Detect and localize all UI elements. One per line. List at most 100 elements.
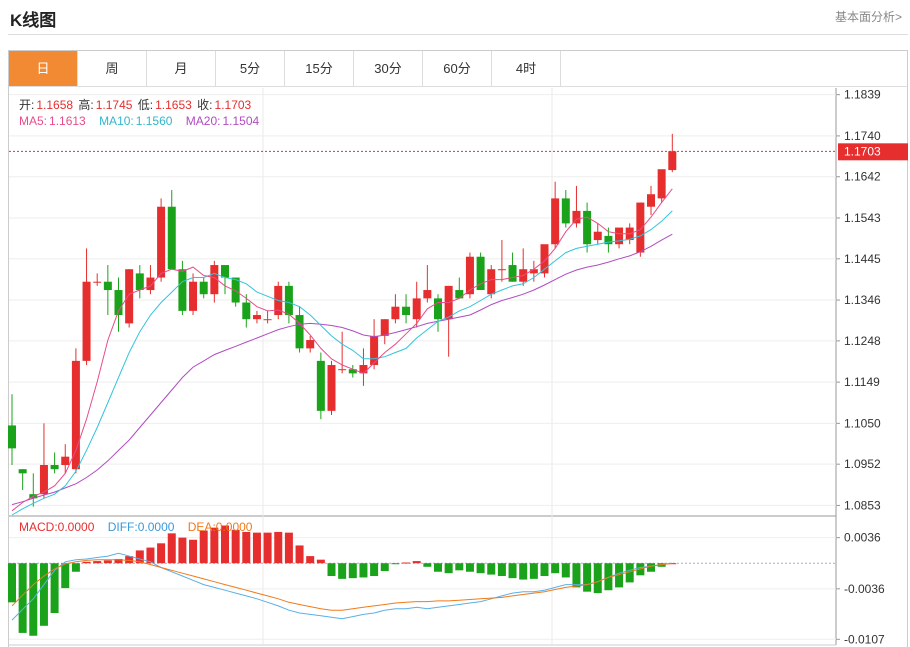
- macd-histogram-bar: [316, 559, 325, 564]
- macd-histogram-bar: [529, 563, 538, 579]
- price-tick-label: 1.1839: [844, 88, 881, 102]
- candle-body: [583, 210, 592, 245]
- macd-histogram-bar: [359, 563, 368, 578]
- macd-histogram-bar: [157, 543, 166, 564]
- macd-histogram-bar: [423, 563, 432, 567]
- tab-week[interactable]: 周: [78, 51, 147, 86]
- candle-body: [135, 273, 144, 291]
- candle-body: [167, 206, 176, 270]
- diff-line: [11, 552, 673, 621]
- close-value: 1.1703: [214, 98, 252, 112]
- candle-body: [348, 369, 357, 374]
- candle-body: [93, 281, 102, 283]
- macd-histogram-bar: [263, 532, 272, 564]
- macd-histogram-bar: [583, 563, 592, 592]
- high-label: 高:: [78, 98, 94, 112]
- period-tabs: 日 周 月 5分 15分 30分 60分 4时: [9, 51, 561, 86]
- candle-body: [593, 231, 602, 241]
- macd-histogram-bar: [327, 563, 336, 577]
- macd-histogram-bar: [103, 560, 112, 564]
- open-value: 1.1658: [36, 98, 74, 112]
- macd-tick-label: 0.0036: [844, 531, 881, 545]
- candle-body: [199, 281, 208, 295]
- candle-body: [327, 365, 336, 411]
- price-tick-label: 1.1050: [844, 416, 881, 430]
- macd-histogram-bar: [242, 531, 251, 564]
- candle-body: [540, 244, 549, 274]
- open-label: 开:: [19, 98, 35, 112]
- tab-4hour[interactable]: 4时: [492, 51, 561, 86]
- candle-body: [615, 227, 624, 245]
- candle-body: [359, 365, 368, 374]
- macd-histogram-bar: [444, 563, 453, 574]
- macd-histogram-bar: [125, 556, 134, 564]
- candle-body: [125, 269, 134, 324]
- macd-histogram-bar: [348, 563, 357, 579]
- ma20-value: 1.1504: [222, 114, 260, 128]
- macd-histogram-bar: [178, 537, 187, 564]
- candle-body: [189, 281, 198, 311]
- macd-histogram-bar: [551, 563, 560, 574]
- candle-body: [114, 290, 123, 316]
- candle-body: [476, 256, 485, 291]
- price-tick-label: 1.1445: [844, 252, 881, 266]
- candle-body: [370, 335, 379, 366]
- candle-body: [178, 269, 187, 311]
- macd-histogram-bar: [210, 527, 219, 564]
- ma5-label: MA5:: [19, 114, 48, 128]
- tab-60min[interactable]: 60分: [423, 51, 492, 86]
- ma20-label: MA20:: [185, 114, 221, 128]
- candle-body: [497, 269, 506, 271]
- candle-body: [231, 277, 240, 303]
- page-title: K线图: [10, 11, 57, 30]
- candle-body: [221, 265, 229, 278]
- macd-histogram-bar: [338, 563, 347, 579]
- price-tick-label: 1.0952: [844, 457, 881, 471]
- candle-body: [380, 319, 389, 336]
- macd-histogram-bar: [412, 561, 421, 564]
- macd-histogram-bar: [50, 563, 59, 613]
- macd-histogram-bar: [93, 561, 102, 564]
- candle-body: [572, 210, 581, 224]
- macd-histogram-bar: [455, 563, 464, 571]
- candle-body: [604, 235, 613, 245]
- candle-body: [551, 198, 560, 245]
- candle-body: [402, 306, 411, 316]
- macd-histogram-bar: [540, 563, 549, 577]
- candle-body: [668, 151, 677, 171]
- candle-body: [242, 302, 251, 320]
- tab-5min[interactable]: 5分: [216, 51, 285, 86]
- candle-body: [306, 340, 315, 349]
- price-tick-label: 1.1248: [844, 334, 881, 348]
- macd-histogram-bar: [8, 563, 16, 603]
- candle-body: [465, 256, 474, 295]
- macd-histogram-bar: [668, 563, 677, 565]
- candle-body: [487, 269, 496, 295]
- macd-tick-label: -0.0107: [844, 632, 885, 646]
- candle-body: [146, 277, 155, 291]
- tab-day[interactable]: 日: [9, 51, 78, 86]
- high-value: 1.1745: [95, 98, 133, 112]
- ohlc-readout: 开: 1.1658 高: 1.1745 低: 1.1653 收: 1.1703: [19, 96, 253, 113]
- macd-histogram-bar: [274, 531, 283, 564]
- macd-histogram-bar: [135, 550, 144, 564]
- tab-30min[interactable]: 30分: [354, 51, 423, 86]
- dea-line: [11, 559, 673, 611]
- candle-body: [412, 298, 421, 320]
- candle-body: [316, 360, 325, 411]
- candle-body: [61, 456, 70, 466]
- tab-month[interactable]: 月: [147, 51, 216, 86]
- macd-histogram-bar: [572, 563, 581, 588]
- close-label: 收:: [197, 98, 213, 112]
- tab-15min[interactable]: 15分: [285, 51, 354, 86]
- macd-histogram-bar: [284, 532, 293, 564]
- ma5-value: 1.1613: [49, 114, 86, 128]
- macd-histogram-bar: [615, 563, 624, 588]
- ma5-line: [11, 188, 673, 512]
- candle-body: [103, 281, 112, 291]
- price-tick-label: 1.1543: [844, 211, 881, 225]
- tabs-divider: [9, 86, 907, 87]
- fundamentals-link[interactable]: 基本面分析>: [834, 10, 902, 24]
- candle-body: [391, 306, 400, 320]
- macd-histogram-bar: [434, 563, 442, 572]
